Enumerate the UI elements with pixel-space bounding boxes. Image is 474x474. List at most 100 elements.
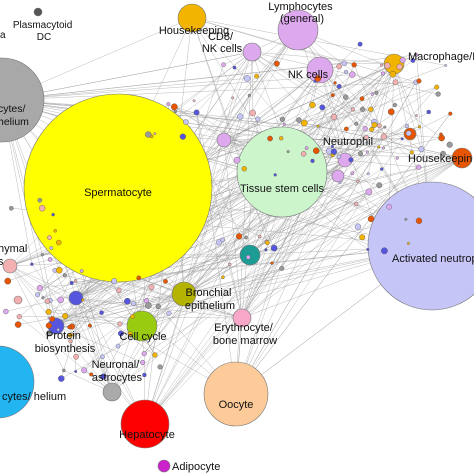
small-node (435, 91, 441, 97)
small-node (350, 107, 355, 112)
label-bronchial-line2: epithelium (185, 300, 235, 312)
small-node (99, 310, 104, 315)
label-grey-left-line2: helium (0, 116, 29, 128)
small-node (380, 71, 386, 76)
edge (297, 29, 442, 139)
small-node (330, 113, 338, 121)
small-node (330, 144, 334, 149)
edge (249, 147, 384, 256)
small-node (264, 240, 270, 246)
small-node (57, 296, 64, 304)
edge (55, 325, 143, 363)
label-grey-left-line1: cytes/ (0, 103, 26, 115)
small-node (365, 188, 373, 196)
small-node (40, 253, 44, 257)
small-node (434, 84, 440, 90)
small-node (36, 284, 43, 292)
small-node (148, 284, 155, 291)
small-node (440, 150, 446, 157)
small-node (444, 64, 448, 67)
edge (191, 17, 366, 129)
edge (144, 116, 241, 425)
small-node (384, 62, 391, 69)
small-node (370, 92, 375, 96)
small-node (38, 205, 46, 212)
small-node (354, 223, 362, 230)
small-node (279, 136, 284, 141)
small-node (49, 316, 56, 322)
small-node (446, 141, 453, 148)
edge (235, 138, 403, 395)
small-node (404, 123, 410, 129)
small-node (69, 280, 74, 285)
small-node (117, 330, 124, 337)
cluster-node-housekeeping-right (451, 147, 473, 169)
edge (191, 17, 416, 83)
label-oocyte: Oocyte (219, 399, 254, 411)
edge (241, 151, 368, 319)
small-node (314, 75, 322, 82)
small-node (51, 212, 55, 217)
small-node (300, 151, 307, 157)
edge (144, 87, 437, 425)
small-node (377, 145, 381, 149)
edge (75, 297, 155, 356)
small-node-layer (3, 41, 453, 382)
small-node (170, 103, 178, 111)
edge (64, 275, 243, 319)
small-node (141, 351, 147, 357)
small-node (100, 354, 105, 360)
edge (42, 254, 57, 327)
small-node (245, 254, 251, 260)
small-node (142, 372, 147, 378)
small-node (145, 302, 152, 309)
label-plasmacytoid-line1: Plasmacytoid (13, 20, 72, 31)
small-node (404, 217, 408, 221)
small-node (173, 109, 178, 114)
cluster-node-blue-left (0, 345, 35, 419)
label-plasmacytoid-line2: DC (37, 32, 51, 43)
small-node (115, 343, 121, 349)
small-node (350, 171, 355, 176)
label-cd8-line1: CD8/ (208, 31, 234, 43)
cluster-node-lymphocytes (277, 9, 319, 51)
edge (241, 249, 267, 319)
small-node (418, 146, 425, 153)
small-node (353, 201, 359, 207)
small-node (382, 146, 386, 150)
small-node (241, 166, 247, 172)
small-node (267, 135, 273, 142)
cluster-node-spermatocyte (23, 93, 213, 283)
small-node (380, 167, 384, 171)
label-bronchial: Bronchial epithelium (185, 287, 235, 312)
cluster-node-plasmacytoid (33, 7, 43, 17)
small-node (358, 151, 364, 157)
edge (235, 82, 417, 395)
small-node (368, 106, 374, 112)
label-neutrophil: Neutrophil (323, 136, 373, 148)
edge (223, 95, 250, 141)
label-protein-line1: Protein (46, 330, 81, 342)
small-node (399, 57, 406, 64)
small-node (336, 63, 343, 70)
edge (223, 63, 395, 141)
cluster-node-neuronal (102, 382, 122, 402)
cluster-node-erythrocyte (232, 308, 252, 328)
small-node (166, 310, 172, 316)
small-node (381, 247, 388, 255)
small-node (244, 235, 248, 240)
cluster-node-activated-neutro (367, 181, 474, 311)
small-node (73, 353, 79, 360)
small-node (406, 242, 410, 245)
edge (55, 305, 149, 327)
cluster-node-neutrophil-b (331, 169, 345, 183)
edge (191, 17, 307, 149)
edge (9, 265, 57, 327)
small-node (349, 71, 356, 78)
small-node (16, 314, 22, 320)
small-node (367, 215, 375, 223)
small-node (415, 114, 418, 117)
edge (1, 74, 353, 101)
edge (19, 316, 113, 393)
label-cell-cycle: Cell cycle (119, 331, 166, 343)
